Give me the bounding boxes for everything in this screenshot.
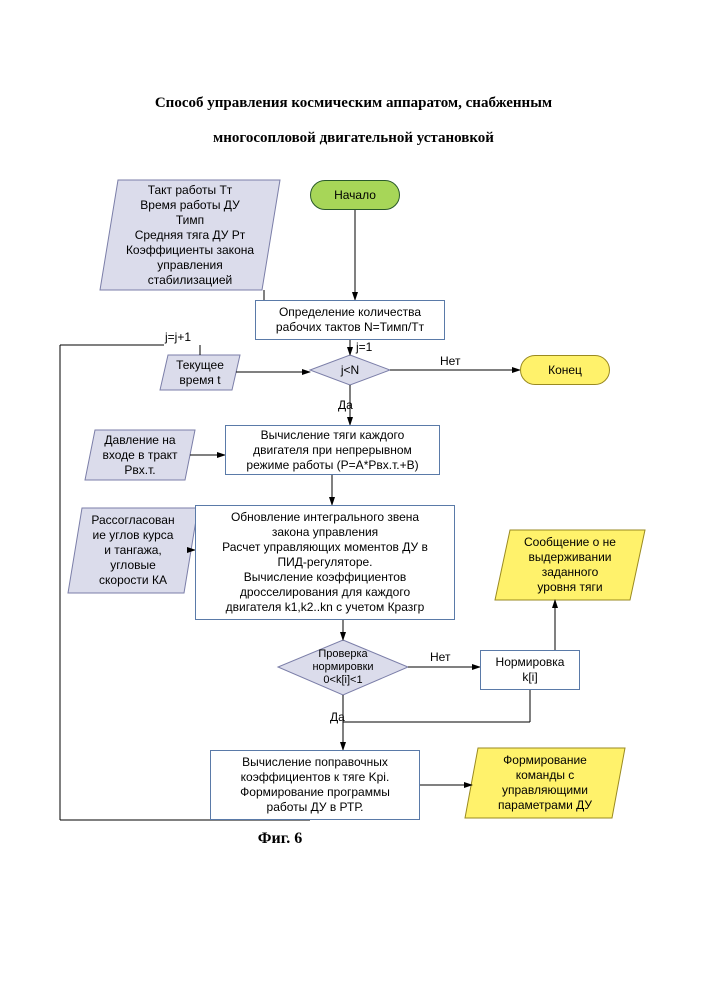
label-jinc: j=j+1 <box>165 330 191 344</box>
label-no: Нет <box>440 354 460 368</box>
label-yes2: Да <box>330 710 345 724</box>
inputs-block-text: Такт работы Тт Время работы ДУ Тимп Сред… <box>114 180 266 290</box>
time-t-text: Текущее время t <box>174 355 226 390</box>
mismatch-io: Рассогласован ие углов курса и тангажа, … <box>68 508 198 593</box>
final-calc-text: Вычисление поправочных коэффициентов к т… <box>240 755 390 815</box>
label-no2: Нет <box>430 650 450 664</box>
cond-jn-decision: j<N <box>310 355 390 385</box>
big-block-process: Обновление интегрального звена закона уп… <box>195 505 455 620</box>
cmd-form-io: Формирование команды с управляющими пара… <box>465 748 625 818</box>
end-label: Конец <box>548 363 582 378</box>
label-j1: j=1 <box>356 340 372 354</box>
big-block-text: Обновление интегрального звена закона уп… <box>222 510 428 615</box>
inputs-block-io: Такт работы Тт Время работы ДУ Тимп Сред… <box>100 180 280 290</box>
start-terminator: Начало <box>310 180 400 210</box>
page-title-line2: многосопловой двигательной установкой <box>0 130 707 147</box>
calc-thrust-process: Вычисление тяги каждого двигателя при не… <box>225 425 440 475</box>
page-title-line1: Способ управления космическим аппаратом,… <box>0 95 707 112</box>
check-norm-decision: Проверка нормировки 0<k[i]<1 <box>278 640 408 695</box>
flowchart-svg <box>0 0 707 1000</box>
pressure-text: Давление на входе в тракт Рвх.т. <box>99 430 181 480</box>
calc-thrust-text: Вычисление тяги каждого двигателя при не… <box>246 428 418 473</box>
msg-thrust-text: Сообщение о не выдерживании заданного ур… <box>509 530 631 600</box>
time-t-io: Текущее время t <box>160 355 240 390</box>
calc-n-process: Определение количества рабочих тактов N=… <box>255 300 445 340</box>
end-terminator: Конец <box>520 355 610 385</box>
label-yes: Да <box>338 398 353 412</box>
calc-n-text: Определение количества рабочих тактов N=… <box>276 305 424 335</box>
cond-jn-text: j<N <box>310 355 390 385</box>
start-label: Начало <box>334 188 376 203</box>
pressure-io: Давление на входе в тракт Рвх.т. <box>85 430 195 480</box>
normalize-text: Нормировка k[i] <box>496 655 565 685</box>
msg-thrust-io: Сообщение о не выдерживании заданного ур… <box>495 530 645 600</box>
final-calc-process: Вычисление поправочных коэффициентов к т… <box>210 750 420 820</box>
cmd-form-text: Формирование команды с управляющими пара… <box>479 748 611 818</box>
figure-caption: Фиг. 6 <box>235 830 325 848</box>
normalize-process: Нормировка k[i] <box>480 650 580 690</box>
check-norm-text: Проверка нормировки 0<k[i]<1 <box>278 640 408 695</box>
mismatch-text: Рассогласован ие углов курса и тангажа, … <box>82 508 184 593</box>
